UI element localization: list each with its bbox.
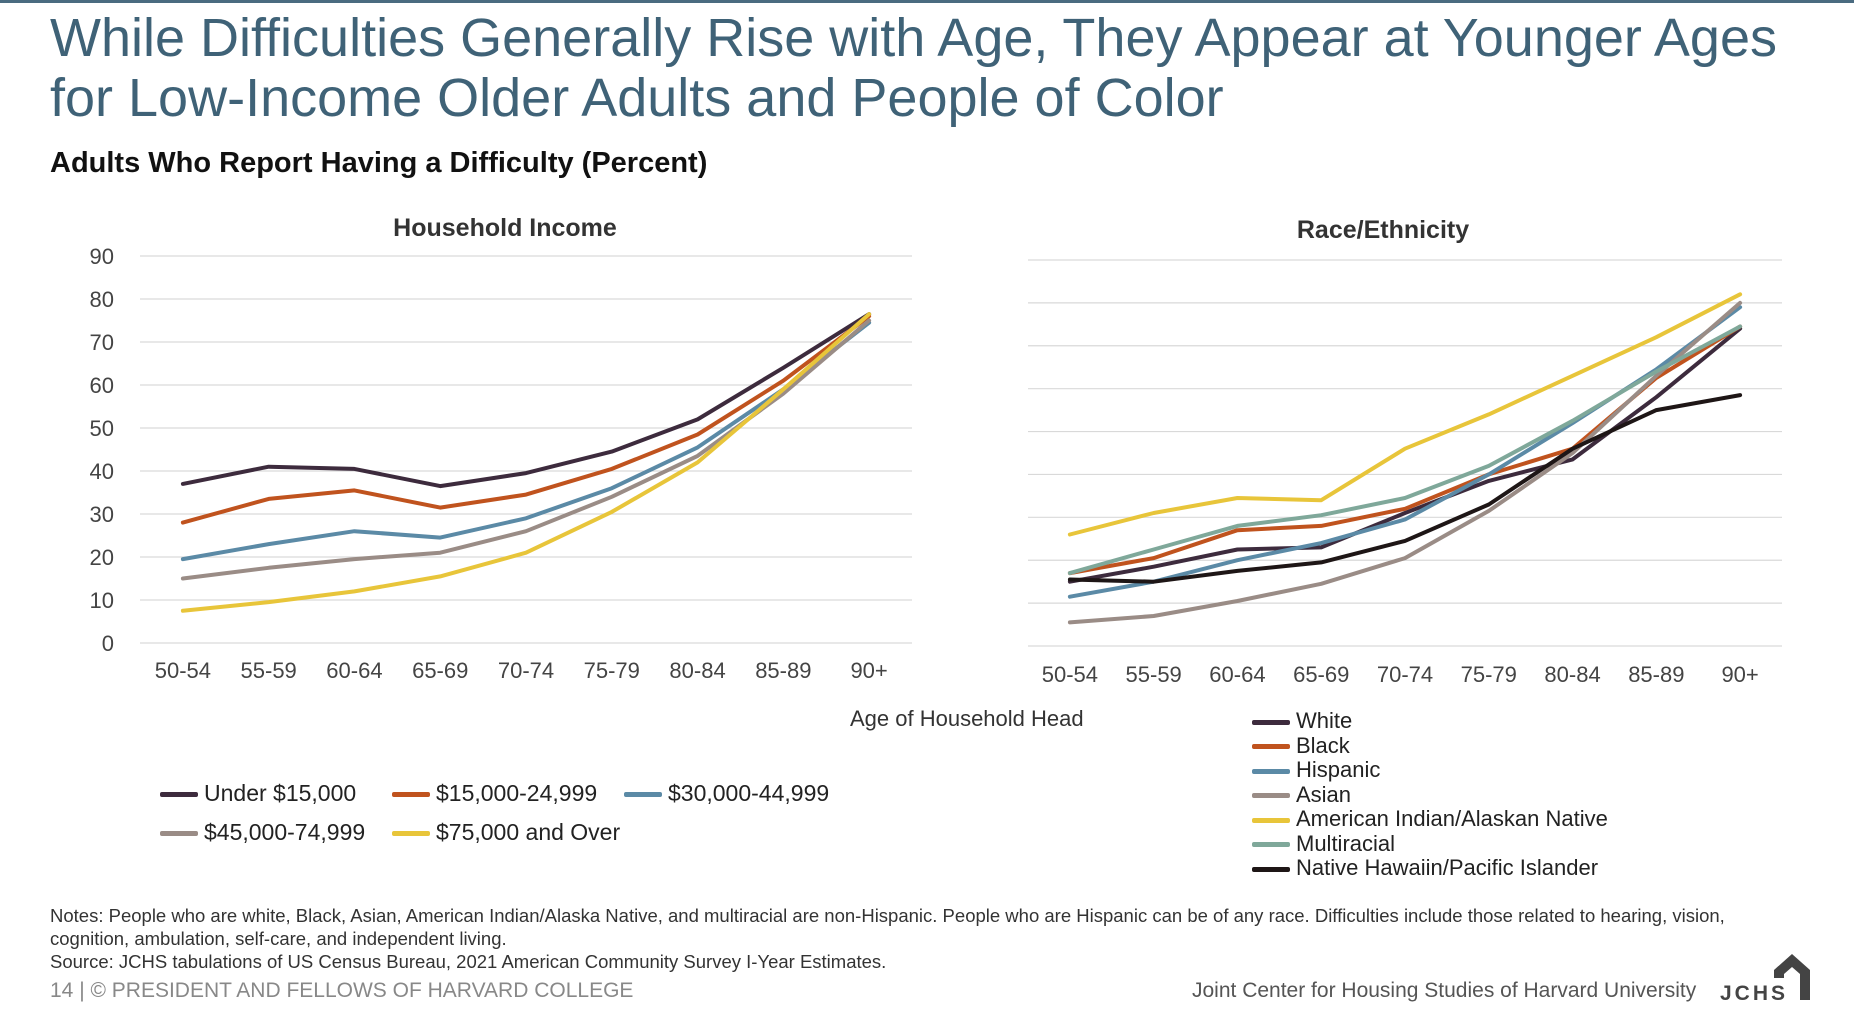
income-legend-item-75-000-and-over: $75,000 and Over bbox=[392, 819, 624, 846]
income-x-tick-label: 65-69 bbox=[412, 658, 468, 683]
legend-swatch bbox=[1252, 866, 1290, 872]
race-series-line-multiracial bbox=[1067, 324, 1743, 576]
x-axis-title: Age of Household Head bbox=[850, 706, 1084, 731]
legend-label: $30,000-44,999 bbox=[668, 780, 830, 806]
income-series-line-under-15-000 bbox=[180, 312, 872, 489]
income-x-tick-label: 75-79 bbox=[584, 658, 640, 683]
legend-label: Asian bbox=[1296, 781, 1352, 807]
race-x-tick-label: 70-74 bbox=[1377, 662, 1433, 687]
income-legend-item-15-000-24-999: $15,000-24,999 bbox=[392, 780, 624, 807]
income-x-tick-label: 50-54 bbox=[155, 658, 211, 683]
race-legend-item-white: White bbox=[1252, 709, 1608, 734]
legend-swatch bbox=[392, 831, 430, 837]
legend-swatch bbox=[1252, 793, 1290, 799]
race-x-tick-label: 60-64 bbox=[1209, 662, 1265, 687]
legend-swatch bbox=[1252, 842, 1290, 848]
legend-swatch bbox=[1252, 719, 1290, 725]
income-series-line-30-000-44-999 bbox=[180, 320, 872, 562]
race-legend-item-native-hawaiin-pacific-islander: Native Hawaiin/Pacific Islander bbox=[1252, 856, 1608, 881]
legend-swatch bbox=[1252, 817, 1290, 823]
legend-label: American Indian/Alaskan Native bbox=[1296, 806, 1608, 831]
legend-swatch bbox=[1252, 768, 1290, 774]
slide-title: While Difficulties Generally Rise with A… bbox=[50, 8, 1777, 128]
income-series-line-75-000-and-over bbox=[180, 312, 872, 613]
legend-swatch bbox=[624, 792, 662, 798]
race-legend-item-asian: Asian bbox=[1252, 781, 1608, 808]
income-y-tick-label: 80 bbox=[90, 287, 114, 312]
legend-label: $45,000-74,999 bbox=[204, 819, 366, 845]
income-legend-item-under-15-000: Under $15,000 bbox=[160, 780, 392, 807]
race-legend-item-american-indian-alaskan-native: American Indian/Alaskan Native bbox=[1252, 807, 1608, 832]
income-x-tick-label: 55-59 bbox=[241, 658, 297, 683]
race-x-tick-label: 50-54 bbox=[1042, 662, 1098, 687]
chart-subtitle: Adults Who Report Having a Difficulty (P… bbox=[50, 147, 708, 179]
race-x-tick-label: 85-89 bbox=[1628, 662, 1684, 687]
source-text: Source: JCHS tabulations of US Census Bu… bbox=[50, 951, 887, 972]
notes-block: Notes: People who are white, Black, Asia… bbox=[50, 904, 1750, 973]
income-chart-title: Household Income bbox=[393, 214, 617, 242]
legend-label: $75,000 and Over bbox=[436, 819, 621, 845]
race-series-line-asian bbox=[1067, 300, 1743, 625]
legend-label: Black bbox=[1296, 732, 1350, 758]
income-y-tick-label: 60 bbox=[90, 373, 114, 398]
jchs-logo-text: JCHS bbox=[1720, 982, 1789, 1005]
notes-text: Notes: People who are white, Black, Asia… bbox=[50, 905, 1725, 949]
legend-label: Native Hawaiin/Pacific Islander bbox=[1296, 855, 1599, 880]
income-legend-item-30-000-44-999: $30,000-44,999 bbox=[624, 780, 856, 807]
race-legend-item-black: Black bbox=[1252, 732, 1608, 759]
income-x-tick-label: 85-89 bbox=[755, 658, 811, 683]
race-legend-item-hispanic: Hispanic bbox=[1252, 758, 1608, 783]
race-x-tick-label: 80-84 bbox=[1544, 662, 1600, 687]
race-legend-item-multiracial: Multiracial bbox=[1252, 830, 1608, 857]
legend-label: $15,000-24,999 bbox=[436, 780, 598, 806]
race-series-line-american-indian-alaskan-native bbox=[1067, 292, 1743, 537]
income-x-tick-label: 80-84 bbox=[669, 658, 725, 683]
legend-label: White bbox=[1296, 708, 1353, 733]
income-x-tick-label: 70-74 bbox=[498, 658, 554, 683]
race-chart-title: Race/Ethnicity bbox=[1297, 216, 1469, 244]
race-series-line-white bbox=[1067, 326, 1743, 584]
footer-copyright: 14 | © PRESIDENT AND FELLOWS OF HARVARD … bbox=[50, 979, 634, 1002]
income-y-tick-label: 70 bbox=[90, 330, 114, 355]
race-x-tick-label: 75-79 bbox=[1461, 662, 1517, 687]
income-y-tick-label: 20 bbox=[90, 545, 114, 570]
income-x-tick-label: 90+ bbox=[850, 658, 887, 683]
income-y-tick-label: 0 bbox=[102, 631, 114, 656]
legend-label: Multiracial bbox=[1296, 830, 1396, 856]
income-series-line-15-000-24-999 bbox=[180, 314, 872, 525]
income-y-tick-label: 40 bbox=[90, 459, 114, 484]
income-y-tick-label: 10 bbox=[90, 588, 114, 613]
income-legend: Under $15,000 $15,000-24,999 $30,000-44,99… bbox=[160, 780, 880, 858]
income-y-tick-label: 30 bbox=[90, 502, 114, 527]
legend-swatch bbox=[160, 792, 198, 798]
legend-label: Under $15,000 bbox=[204, 780, 357, 806]
footer-org: Joint Center for Housing Studies of Harv… bbox=[1192, 979, 1697, 1002]
income-y-tick-label: 50 bbox=[90, 416, 114, 441]
top-accent-line bbox=[0, 0, 1854, 3]
race-x-tick-label: 90+ bbox=[1721, 662, 1758, 687]
income-y-tick-label: 90 bbox=[90, 244, 114, 269]
jchs-house-logo-icon bbox=[1774, 954, 1810, 1000]
race-series-line-native-hawaiin-pacific-islander bbox=[1067, 393, 1743, 584]
legend-label: Hispanic bbox=[1296, 757, 1381, 782]
income-x-tick-label: 60-64 bbox=[326, 658, 382, 683]
race-x-tick-label: 65-69 bbox=[1293, 662, 1349, 687]
legend-swatch bbox=[392, 792, 430, 798]
legend-swatch bbox=[160, 831, 198, 837]
race-legend: White Black Hispanic Asian American Indian/A… bbox=[1252, 709, 1608, 881]
legend-swatch bbox=[1252, 744, 1290, 750]
income-legend-item-45-000-74-999: $45,000-74,999 bbox=[160, 819, 392, 846]
race-x-tick-label: 55-59 bbox=[1126, 662, 1182, 687]
